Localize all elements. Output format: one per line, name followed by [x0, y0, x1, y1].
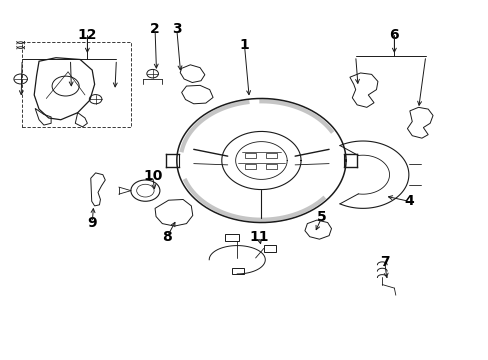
Text: 6: 6 — [389, 28, 398, 42]
Bar — [224, 234, 238, 241]
Text: 3: 3 — [172, 22, 181, 36]
Text: 11: 11 — [249, 230, 268, 244]
Text: 9: 9 — [87, 216, 97, 230]
Bar — [264, 245, 275, 252]
Bar — [265, 164, 276, 168]
Bar — [232, 267, 244, 274]
Text: 4: 4 — [403, 194, 413, 208]
Bar — [244, 164, 255, 168]
Bar — [265, 153, 276, 158]
Text: 12: 12 — [78, 28, 97, 42]
Text: 7: 7 — [379, 255, 389, 269]
Text: 8: 8 — [162, 230, 172, 244]
Text: 10: 10 — [142, 170, 162, 184]
Text: 1: 1 — [239, 38, 249, 52]
Bar — [244, 153, 255, 158]
Text: 2: 2 — [150, 22, 160, 36]
Text: 5: 5 — [316, 210, 326, 224]
